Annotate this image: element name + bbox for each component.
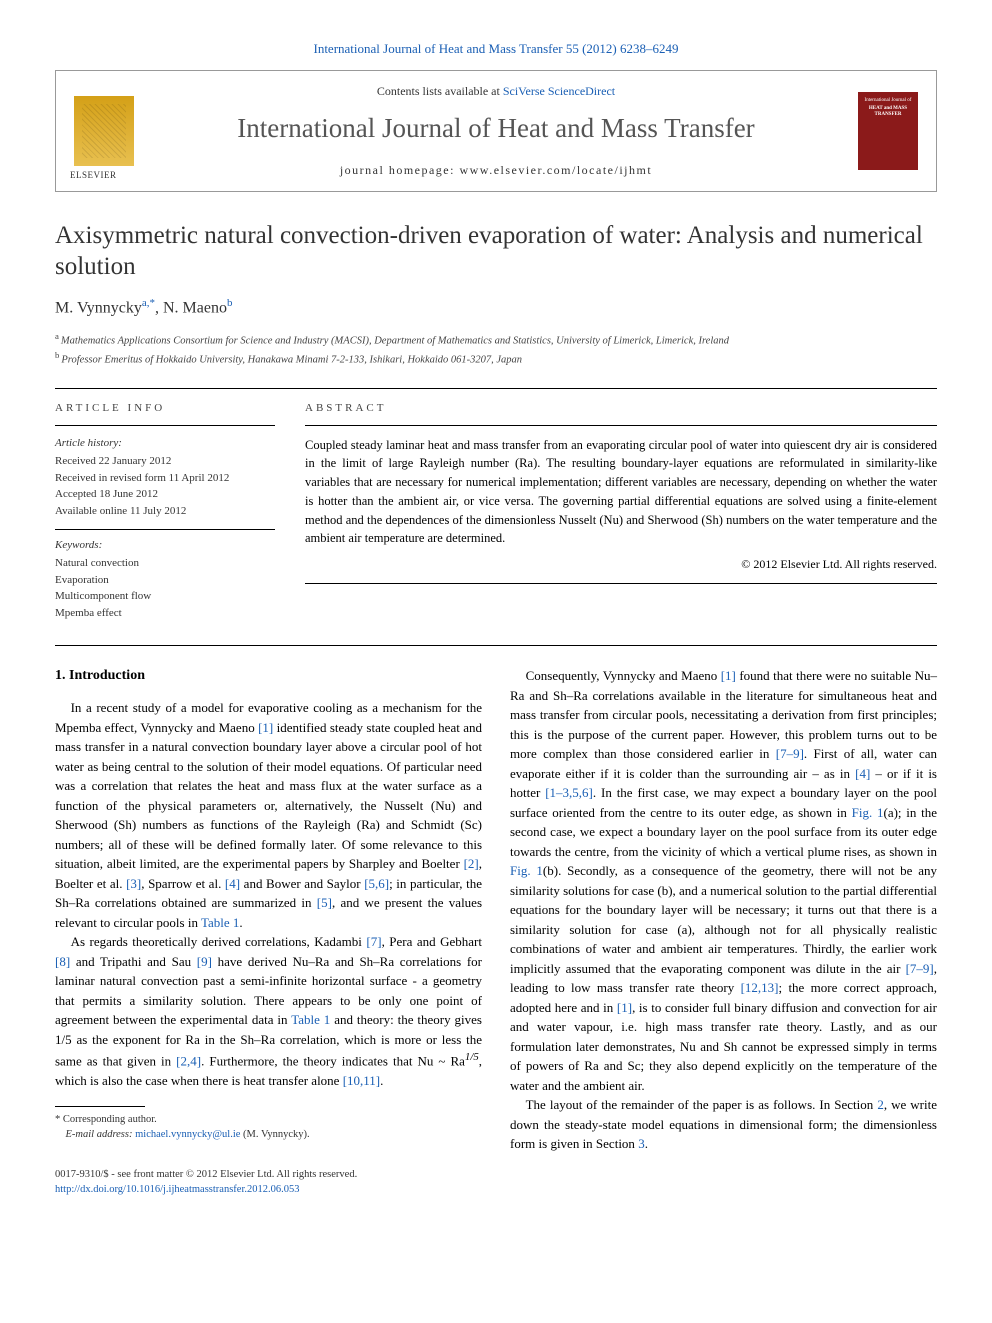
abstract-label: ABSTRACT [305, 401, 937, 416]
citation-link[interactable]: [12,13] [741, 980, 779, 995]
citation-link[interactable]: [3] [126, 876, 141, 891]
table-link[interactable]: Table 1 [291, 1012, 330, 1027]
keyword-item: Mpemba effect [55, 605, 275, 622]
right-column: Consequently, Vynnycky and Maeno [1] fou… [510, 666, 937, 1154]
journal-citation[interactable]: International Journal of Heat and Mass T… [55, 40, 937, 58]
homepage-url[interactable]: www.elsevier.com/locate/ijhmt [459, 163, 652, 177]
divider [305, 583, 937, 584]
left-column: 1. Introduction In a recent study of a m… [55, 666, 482, 1154]
body-paragraph: Consequently, Vynnycky and Maeno [1] fou… [510, 666, 937, 1095]
keyword-item: Natural convection [55, 555, 275, 572]
homepage-prefix: journal homepage: [340, 163, 460, 177]
email-label: E-mail address: [66, 1129, 136, 1140]
copyright: © 2012 Elsevier Ltd. All rights reserved… [305, 556, 937, 573]
author-2-sup: b [227, 297, 233, 309]
citation-link[interactable]: [4] [225, 876, 240, 891]
affiliation-b: Professor Emeritus of Hokkaido Universit… [61, 355, 522, 366]
contents-prefix: Contents lists available at [377, 84, 503, 98]
citation-link[interactable]: [1–3,5,6] [545, 785, 593, 800]
citation-link[interactable]: [9] [197, 954, 212, 969]
body-paragraph: As regards theoretically derived correla… [55, 932, 482, 1090]
figure-link[interactable]: Fig. 1 [852, 805, 884, 820]
affiliation-a: Mathematics Applications Consortium for … [61, 335, 729, 346]
body-paragraph: The layout of the remainder of the paper… [510, 1095, 937, 1154]
history-label: Article history: [55, 436, 275, 451]
citation-link[interactable]: [5,6] [364, 876, 389, 891]
abstract-block: ABSTRACT Coupled steady laminar heat and… [305, 401, 937, 621]
body-columns: 1. Introduction In a recent study of a m… [55, 666, 937, 1154]
doi-link[interactable]: http://dx.doi.org/10.1016/j.ijheatmasstr… [55, 1183, 937, 1198]
keyword-item: Evaporation [55, 572, 275, 589]
body-paragraph: In a recent study of a model for evapora… [55, 698, 482, 932]
email-line: E-mail address: michael.vynnycky@ul.ie (… [55, 1128, 482, 1143]
keywords-label: Keywords: [55, 538, 275, 553]
citation-link[interactable]: [4] [855, 766, 870, 781]
email-suffix: (M. Vynnycky). [240, 1129, 309, 1140]
keyword-item: Multicomponent flow [55, 588, 275, 605]
footnote-divider [55, 1106, 145, 1107]
author-2[interactable]: N. Maeno [163, 299, 227, 316]
citation-link[interactable]: [2] [464, 856, 479, 871]
divider [55, 529, 275, 530]
citation-link[interactable]: [1] [617, 1000, 632, 1015]
journal-name: International Journal of Heat and Mass T… [154, 110, 838, 148]
divider [55, 388, 937, 389]
header-center: Contents lists available at SciVerse Sci… [154, 83, 838, 178]
table-link[interactable]: Table 1 [201, 915, 239, 930]
citation-link[interactable]: [1] [721, 668, 736, 683]
author-1-sup: a,* [142, 297, 155, 309]
affiliations: aMathematics Applications Consortium for… [55, 330, 937, 369]
history-item: Accepted 18 June 2012 [55, 486, 275, 503]
elsevier-logo: ELSEVIER [74, 96, 134, 166]
abstract-text: Coupled steady laminar heat and mass tra… [305, 436, 937, 549]
authors: M. Vynnyckya,*, N. Maenob [55, 296, 937, 320]
article-info-label: ARTICLE INFO [55, 401, 275, 416]
article-meta-row: ARTICLE INFO Article history: Received 2… [55, 401, 937, 621]
citation-link[interactable]: [7] [366, 934, 381, 949]
citation-link[interactable]: [7–9] [776, 746, 804, 761]
history-item: Received 22 January 2012 [55, 453, 275, 470]
journal-homepage: journal homepage: www.elsevier.com/locat… [154, 162, 838, 179]
citation-link[interactable]: [2,4] [176, 1053, 201, 1068]
journal-cover-thumbnail: International Journal of HEAT and MASS T… [858, 92, 918, 170]
elsevier-label: ELSEVIER [70, 169, 117, 182]
section-heading-1: 1. Introduction [55, 666, 482, 686]
citation-link[interactable]: [8] [55, 954, 70, 969]
article-title: Axisymmetric natural convection-driven e… [55, 220, 937, 283]
journal-header: ELSEVIER Contents lists available at Sci… [55, 70, 937, 191]
citation-link[interactable]: [7–9] [906, 961, 934, 976]
corresponding-email[interactable]: michael.vynnycky@ul.ie [135, 1129, 240, 1140]
divider [305, 425, 937, 426]
divider [55, 645, 937, 646]
exponent: 1/5 [465, 1051, 479, 1063]
divider [55, 425, 275, 426]
contents-line: Contents lists available at SciVerse Sci… [154, 83, 838, 100]
cover-text-1: International Journal of [865, 98, 912, 104]
citation-link[interactable]: [1] [258, 720, 273, 735]
corresponding-author: * Corresponding author. [55, 1113, 482, 1128]
issn-line: 0017-9310/$ - see front matter © 2012 El… [55, 1168, 937, 1183]
article-info-block: ARTICLE INFO Article history: Received 2… [55, 401, 275, 621]
figure-link[interactable]: Fig. 1 [510, 863, 543, 878]
citation-link[interactable]: [10,11] [343, 1073, 380, 1088]
author-1[interactable]: M. Vynnycky [55, 299, 142, 316]
bottom-metadata: 0017-9310/$ - see front matter © 2012 El… [55, 1168, 937, 1197]
citation-link[interactable]: [5] [317, 895, 332, 910]
cover-text-3: TRANSFER [875, 112, 902, 118]
history-item: Available online 11 July 2012 [55, 503, 275, 520]
history-item: Received in revised form 11 April 2012 [55, 470, 275, 487]
sciencedirect-link[interactable]: SciVerse ScienceDirect [503, 84, 615, 98]
